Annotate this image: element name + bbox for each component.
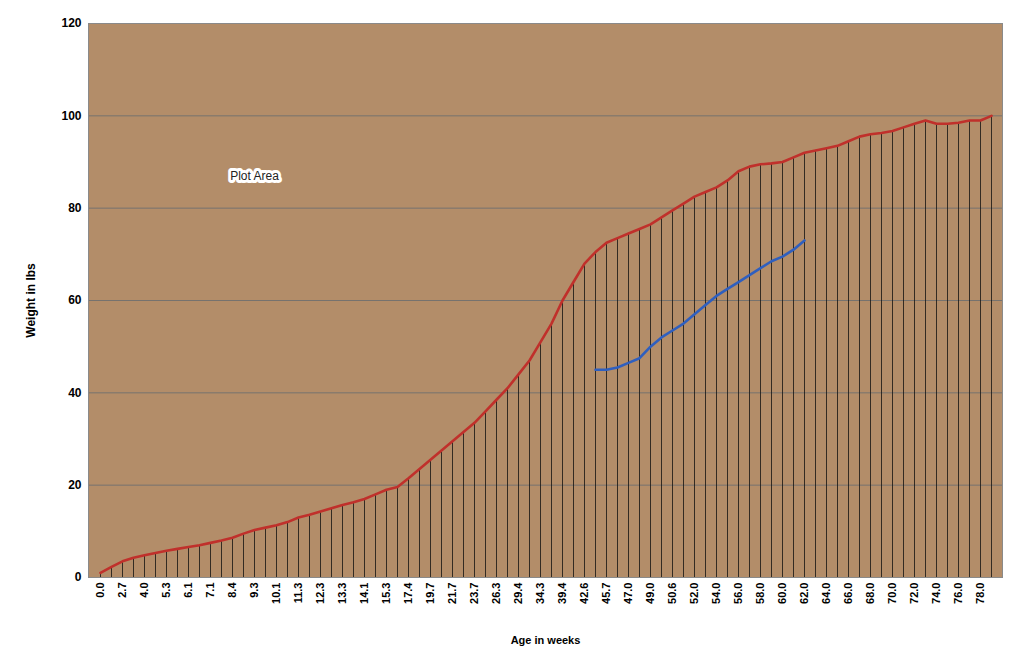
svg-text:Weight in lbs: Weight in lbs xyxy=(24,263,38,338)
svg-text:19.7: 19.7 xyxy=(424,583,436,604)
svg-text:60.0: 60.0 xyxy=(776,583,788,604)
svg-text:13.3: 13.3 xyxy=(336,583,348,604)
svg-text:45.7: 45.7 xyxy=(600,583,612,604)
svg-text:0: 0 xyxy=(75,570,82,584)
svg-text:58.0: 58.0 xyxy=(754,583,766,604)
svg-text:52.0: 52.0 xyxy=(688,583,700,604)
svg-text:62.0: 62.0 xyxy=(798,583,810,604)
svg-text:72.0: 72.0 xyxy=(908,583,920,604)
svg-text:34.3: 34.3 xyxy=(534,583,546,604)
svg-text:50.6: 50.6 xyxy=(666,583,678,604)
svg-text:12.3: 12.3 xyxy=(314,583,326,604)
svg-text:40: 40 xyxy=(68,386,82,400)
svg-text:74.0: 74.0 xyxy=(930,583,942,604)
svg-text:Plot Area: Plot Area xyxy=(230,169,279,183)
svg-text:80: 80 xyxy=(68,201,82,215)
svg-text:78.0: 78.0 xyxy=(974,583,986,604)
svg-text:4.0: 4.0 xyxy=(138,583,150,598)
svg-text:47.0: 47.0 xyxy=(622,583,634,604)
svg-text:49.0: 49.0 xyxy=(644,583,656,604)
svg-text:Age in weeks: Age in weeks xyxy=(511,634,581,646)
svg-text:42.6: 42.6 xyxy=(578,583,590,604)
svg-text:5.3: 5.3 xyxy=(160,583,172,598)
svg-text:14.1: 14.1 xyxy=(358,583,370,604)
svg-text:10.1: 10.1 xyxy=(270,583,282,604)
svg-text:9.3: 9.3 xyxy=(248,583,260,598)
svg-text:64.0: 64.0 xyxy=(820,583,832,604)
svg-text:26.3: 26.3 xyxy=(490,583,502,604)
svg-text:60: 60 xyxy=(68,293,82,307)
svg-text:70.0: 70.0 xyxy=(886,583,898,604)
svg-text:7.1: 7.1 xyxy=(204,583,216,598)
svg-text:6.1: 6.1 xyxy=(182,583,194,598)
svg-text:76.0: 76.0 xyxy=(952,583,964,604)
svg-text:56.0: 56.0 xyxy=(732,583,744,604)
svg-text:8.4: 8.4 xyxy=(226,582,238,598)
svg-text:17.4: 17.4 xyxy=(402,582,414,604)
svg-text:120: 120 xyxy=(61,16,81,30)
svg-text:11.3: 11.3 xyxy=(292,583,304,604)
svg-text:23.7: 23.7 xyxy=(468,583,480,604)
svg-text:100: 100 xyxy=(61,109,81,123)
svg-text:21.7: 21.7 xyxy=(446,583,458,604)
svg-text:0.0: 0.0 xyxy=(94,583,106,598)
svg-text:66.0: 66.0 xyxy=(842,583,854,604)
svg-text:2.7: 2.7 xyxy=(116,583,128,598)
svg-text:39.4: 39.4 xyxy=(556,582,568,604)
svg-text:68.0: 68.0 xyxy=(864,583,876,604)
svg-text:15.3: 15.3 xyxy=(380,583,392,604)
svg-text:54.0: 54.0 xyxy=(710,583,722,604)
svg-text:20: 20 xyxy=(68,478,82,492)
svg-text:29.4: 29.4 xyxy=(512,582,524,604)
